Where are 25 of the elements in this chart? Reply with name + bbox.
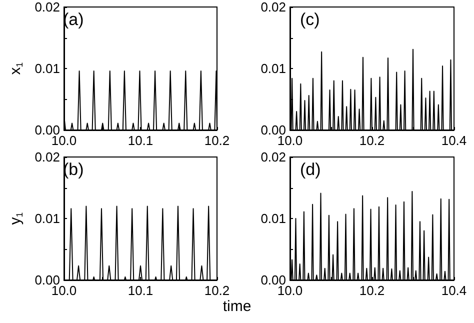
y-tick-label: 0.00 [260, 122, 286, 138]
x-tick-label: 10.2 [359, 283, 385, 298]
x-tick-label: 10.1 [128, 283, 154, 298]
y-tick-label: 0.02 [260, 0, 286, 14]
y-tick-label: 0.02 [260, 150, 286, 164]
y-tick-label: 0.01 [260, 211, 286, 226]
y-tick-label: 0.00 [260, 272, 286, 288]
y-tick-label: 0.01 [34, 61, 60, 76]
y-tick-label: 0.02 [34, 150, 60, 164]
x-tick-label: 10.1 [128, 133, 154, 148]
annotation: (d) [300, 160, 321, 179]
y-tick-label: 0.01 [260, 61, 286, 76]
y-tick-label: 0.02 [34, 0, 60, 14]
y-axis-title: y1 [7, 212, 24, 225]
x-axis-title: time [222, 298, 252, 315]
x-tick-label: 10.4 [441, 283, 467, 298]
annotation: (c) [300, 10, 320, 29]
y-tick-label: 0.00 [34, 122, 60, 138]
y-tick-label: 0.00 [34, 272, 60, 288]
x-tick-label: 10.2 [359, 133, 385, 148]
x-tick-label: 10.2 [204, 283, 230, 298]
y-axis-title: x1 [7, 62, 24, 75]
y-tick-label: 0.01 [34, 211, 60, 226]
x-tick-label: 10.4 [441, 133, 467, 148]
x-tick-label: 10.2 [204, 133, 230, 148]
